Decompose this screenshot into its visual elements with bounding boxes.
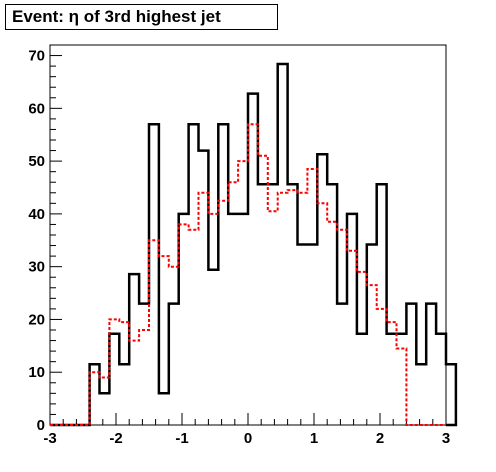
y-tick-label: 70	[28, 48, 45, 65]
series-layer	[50, 62, 458, 427]
y-tick-labels: 0 10 20 30 40 50 60 70	[28, 48, 45, 434]
series-solid-black-line	[50, 62, 458, 427]
x-tick-label: -1	[175, 430, 188, 447]
series-dotted-red-line	[50, 123, 446, 426]
y-tick-label: 0	[37, 417, 45, 434]
y-tick-label: 10	[28, 364, 45, 381]
y-tick-label: 50	[28, 153, 45, 170]
y-tick-label: 20	[28, 311, 45, 328]
x-tick-label: 1	[310, 430, 318, 447]
y-tick-label: 40	[28, 206, 45, 223]
x-tick-label: -3	[43, 430, 56, 447]
x-tick-label: 3	[442, 430, 450, 447]
x-tick-labels: -3 -2 -1 0 1 2 3	[43, 430, 450, 447]
x-tick-label: 2	[376, 430, 384, 447]
y-tick-label: 30	[28, 259, 45, 276]
y-tick-label: 60	[28, 100, 45, 117]
chart-title: Event: η of 3rd highest jet	[5, 4, 278, 30]
x-tick-label: -2	[109, 430, 122, 447]
x-tick-label: 0	[244, 430, 252, 447]
